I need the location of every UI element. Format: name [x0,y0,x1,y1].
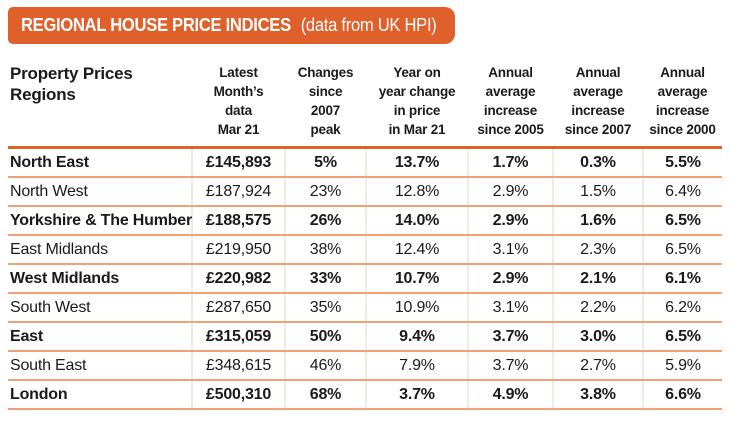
title-banner: REGIONAL HOUSE PRICE INDICES (data from … [8,7,455,44]
region-cell: North West [8,177,192,207]
region-cell: West Midlands [8,264,192,294]
table-row-south-west: South West £287,650 35% 10.9% 3.1% 2.2% … [8,293,722,323]
avg-2005-cell: 2.9% [467,206,553,236]
table-row-west-midlands: West Midlands £220,982 33% 10.7% 2.9% 2.… [8,264,722,294]
latest-price-cell: £315,059 [191,322,285,352]
region-cell: London [8,380,192,410]
yoy-change-cell: 14.0% [365,206,468,236]
yoy-change-cell: 12.4% [365,235,468,265]
column-header-avg-increase-since-2000: Annual average increase since 2000 [643,56,722,149]
header-row: Property Prices Regions Latest Month’s d… [8,56,722,149]
page-title: REGIONAL HOUSE PRICE INDICES [21,15,291,35]
region-cell: Yorkshire & The Humber [8,206,192,236]
column-header-avg-increase-since-2007: Annual average increase since 2007 [553,56,643,149]
avg-2007-cell: 2.1% [552,264,643,294]
table-body: North East £145,893 5% 13.7% 1.7% 0.3% 5… [8,147,722,410]
avg-2005-cell: 4.9% [467,380,553,410]
avg-2000-cell: 6.6% [642,380,722,410]
avg-2007-cell: 1.5% [552,177,643,207]
yoy-change-cell: 3.7% [365,380,468,410]
peak-change-cell: 35% [284,293,366,323]
avg-2000-cell: 6.5% [642,235,722,265]
column-header-latest-month-data: Latest Month’s data Mar 21 [192,56,285,149]
region-cell: North East [8,147,192,178]
latest-price-cell: £500,310 [191,380,285,410]
yoy-change-cell: 13.7% [365,147,468,178]
table-row-east: East £315,059 50% 9.4% 3.7% 3.0% 6.5% [8,322,722,352]
avg-2000-cell: 6.5% [642,206,722,236]
column-header-regions: Property Prices Regions [8,56,192,149]
peak-change-cell: 50% [284,322,366,352]
table-row-london: London £500,310 68% 3.7% 4.9% 3.8% 6.6% [8,380,722,410]
region-cell: South East [8,351,192,381]
title-banner-text: REGIONAL HOUSE PRICE INDICES (data from … [21,15,437,36]
avg-2005-cell: 2.9% [467,177,553,207]
latest-price-cell: £287,650 [191,293,285,323]
data-source-note: (data from UK HPI) [300,15,437,35]
table-row-yorkshire-and-the-humber: Yorkshire & The Humber £188,575 26% 14.0… [8,206,722,236]
peak-change-cell: 46% [284,351,366,381]
avg-2005-cell: 3.1% [467,293,553,323]
latest-price-cell: £348,615 [191,351,285,381]
latest-price-cell: £187,924 [191,177,285,207]
avg-2005-cell: 3.7% [467,322,553,352]
peak-change-cell: 5% [284,147,366,178]
avg-2005-cell: 3.7% [467,351,553,381]
peak-change-cell: 68% [284,380,366,410]
region-cell: South West [8,293,192,323]
avg-2007-cell: 3.8% [552,380,643,410]
yoy-change-cell: 9.4% [365,322,468,352]
house-price-table: Property Prices Regions Latest Month’s d… [8,56,722,410]
yoy-change-cell: 7.9% [365,351,468,381]
avg-2000-cell: 5.5% [642,147,722,178]
region-cell: East Midlands [8,235,192,265]
column-header-changes-since-2007-peak: Changes since 2007 peak [285,56,366,149]
region-cell: East [8,322,192,352]
peak-change-cell: 26% [284,206,366,236]
table-row-south-east: South East £348,615 46% 7.9% 3.7% 2.7% 5… [8,351,722,381]
peak-change-cell: 33% [284,264,366,294]
avg-2000-cell: 6.4% [642,177,722,207]
latest-price-cell: £145,893 [191,147,285,178]
table-row-north-east: North East £145,893 5% 13.7% 1.7% 0.3% 5… [8,147,722,178]
avg-2005-cell: 3.1% [467,235,553,265]
peak-change-cell: 23% [284,177,366,207]
yoy-change-cell: 10.9% [365,293,468,323]
column-header-year-on-year-change: Year on year change in price in Mar 21 [366,56,468,149]
peak-change-cell: 38% [284,235,366,265]
avg-2000-cell: 6.1% [642,264,722,294]
table-header: Property Prices Regions Latest Month’s d… [8,56,722,149]
table-row-north-west: North West £187,924 23% 12.8% 2.9% 1.5% … [8,177,722,207]
avg-2000-cell: 5.9% [642,351,722,381]
latest-price-cell: £220,982 [191,264,285,294]
latest-price-cell: £219,950 [191,235,285,265]
column-header-avg-increase-since-2005: Annual average increase since 2005 [468,56,553,149]
avg-2007-cell: 2.7% [552,351,643,381]
table-row-east-midlands: East Midlands £219,950 38% 12.4% 3.1% 2.… [8,235,722,265]
latest-price-cell: £188,575 [191,206,285,236]
avg-2000-cell: 6.2% [642,293,722,323]
avg-2007-cell: 1.6% [552,206,643,236]
avg-2007-cell: 0.3% [552,147,643,178]
yoy-change-cell: 12.8% [365,177,468,207]
avg-2005-cell: 2.9% [467,264,553,294]
yoy-change-cell: 10.7% [365,264,468,294]
avg-2007-cell: 3.0% [552,322,643,352]
avg-2007-cell: 2.2% [552,293,643,323]
avg-2007-cell: 2.3% [552,235,643,265]
avg-2005-cell: 1.7% [467,147,553,178]
avg-2000-cell: 6.5% [642,322,722,352]
